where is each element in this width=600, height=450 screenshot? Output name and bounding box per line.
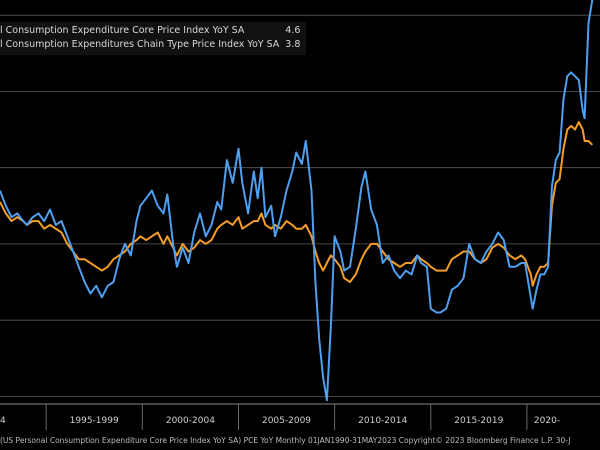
x-tick-label: 2000-2004 (166, 416, 215, 426)
series-line-headline-pce (0, 121, 594, 287)
legend-value-headline-pce: 3.8 (285, 39, 301, 50)
x-tick-label: 2010-2014 (358, 416, 407, 426)
legend-label-headline-pce: l Consumption Expenditures Chain Type Pr… (0, 39, 280, 50)
x-tick-label: 1995-1999 (70, 416, 119, 426)
legend: l Consumption Expenditure Core Price Ind… (0, 22, 307, 55)
x-tick-label: 4 (0, 416, 6, 426)
x-axis: 4 1995-1999 2000-2004 2005-2009 2010-2014 201… (0, 403, 600, 430)
x-tick-label: 2020- (534, 416, 560, 426)
chart-footer: (US Personal Consumption Expenditure Cor… (0, 436, 571, 445)
series-lines (0, 0, 594, 402)
legend-item-core-pce: l Consumption Expenditure Core Price Ind… (0, 24, 300, 38)
grid-lines (0, 14, 600, 397)
legend-item-headline-pce: l Consumption Expenditures Chain Type Pr… (0, 38, 300, 52)
series-line-core-pce (0, 0, 594, 402)
legend-value-core-pce: 4.6 (285, 25, 301, 36)
x-tick-label: 2005-2009 (262, 416, 311, 426)
legend-label-core-pce: l Consumption Expenditure Core Price Ind… (0, 25, 245, 36)
x-tick-label: 2015-2019 (454, 416, 503, 426)
